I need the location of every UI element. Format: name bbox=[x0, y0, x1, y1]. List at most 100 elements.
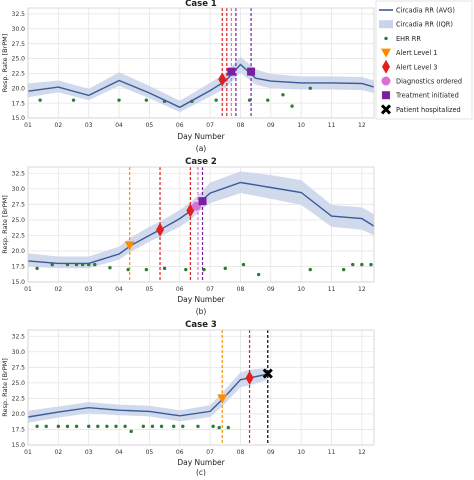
y-tick-label: 15.0 bbox=[12, 442, 26, 449]
plot-frame bbox=[27, 329, 375, 446]
x-axis-label: Day Number bbox=[177, 458, 225, 467]
x-tick-label: 11 bbox=[328, 286, 336, 293]
ehr-point bbox=[162, 266, 167, 271]
ehr-point bbox=[223, 266, 227, 271]
ehr-point bbox=[308, 86, 312, 90]
y-tick-label: 20.0 bbox=[12, 248, 26, 255]
panel-caption: (a) bbox=[196, 144, 207, 153]
ehr-point bbox=[38, 98, 42, 102]
ehr-point bbox=[241, 262, 246, 267]
y-tick-label: 32.5 bbox=[12, 170, 26, 177]
x-tick-label: 10 bbox=[297, 449, 305, 456]
ehr-point bbox=[171, 424, 176, 429]
x-tick-label: 09 bbox=[267, 449, 275, 456]
ehr-point bbox=[150, 424, 155, 429]
y-tick-label: 27.5 bbox=[12, 201, 26, 208]
ehr-point bbox=[44, 424, 48, 429]
ehr-point bbox=[266, 98, 270, 102]
chart-panel-2: 15.0 17.5 20.0 22.5 25.0 27.5 30.0 32.5 01 02 03 04… bbox=[1, 157, 375, 316]
ehr-point bbox=[35, 266, 39, 271]
ehr-point bbox=[50, 262, 54, 267]
legend-swatch-diagnostics bbox=[381, 76, 391, 86]
x-tick-label: 02 bbox=[55, 122, 63, 129]
chart-panel-3: 15.0 17.5 20.0 22.5 25.0 27.5 30.0 32.5 01 02 03 04… bbox=[1, 320, 375, 477]
y-axis-label: Resp. Rate [BrPM] bbox=[1, 358, 9, 417]
legend-label: Treatment initiated bbox=[395, 92, 459, 100]
ehr-point bbox=[105, 424, 109, 429]
ehr-point bbox=[65, 424, 70, 429]
legend-swatch-treatment bbox=[382, 91, 390, 100]
ehr-point bbox=[351, 262, 355, 267]
avg-line bbox=[27, 373, 268, 418]
legend: Circadia RR (AVG) Circadia RR (IQR) EHR RR… bbox=[375, 0, 473, 120]
y-tick-label: 17.5 bbox=[12, 100, 26, 107]
marker-alert1 bbox=[124, 241, 135, 251]
ehr-point bbox=[217, 425, 221, 430]
y-tick-label: 22.5 bbox=[12, 233, 26, 240]
y-tick-label: 20.0 bbox=[12, 411, 26, 418]
ehr-point bbox=[117, 98, 121, 102]
marker-hospitalized bbox=[262, 368, 273, 379]
y-tick-label: 27.5 bbox=[12, 41, 26, 48]
chart-title: Case 3 bbox=[185, 320, 217, 330]
y-tick-label: 32.5 bbox=[12, 11, 26, 18]
ehr-point bbox=[184, 267, 188, 272]
y-tick-label: 32.5 bbox=[12, 333, 26, 340]
ehr-point bbox=[226, 425, 231, 430]
x-tick-label: 07 bbox=[206, 449, 214, 456]
ehr-point bbox=[211, 424, 215, 429]
ehr-point bbox=[141, 424, 146, 429]
legend-label: EHR RR bbox=[396, 35, 421, 43]
iqr-band bbox=[28, 367, 268, 423]
x-tick-label: 03 bbox=[85, 449, 93, 456]
x-tick-label: 08 bbox=[237, 122, 245, 129]
legend-label: Alert Level 3 bbox=[396, 63, 438, 71]
panel-caption: (c) bbox=[196, 468, 206, 476]
x-tick-label: 06 bbox=[176, 122, 184, 129]
ehr-point bbox=[308, 267, 312, 272]
x-tick-label: 12 bbox=[358, 122, 366, 129]
x-tick-label: 08 bbox=[237, 449, 245, 456]
ehr-point bbox=[144, 267, 149, 272]
y-tick-label: 20.0 bbox=[12, 85, 26, 92]
x-tick-label: 01 bbox=[24, 449, 32, 456]
x-tick-label: 11 bbox=[328, 122, 336, 129]
x-tick-label: 07 bbox=[206, 286, 214, 293]
ehr-point bbox=[181, 424, 185, 429]
ehr-point bbox=[214, 98, 218, 102]
x-axis-label: Day Number bbox=[177, 132, 225, 141]
chart-panel-1: 15.0 17.5 20.0 22.5 25.0 27.5 30.0 32.5 01 02 03 04… bbox=[1, 0, 375, 153]
ehr-point bbox=[96, 424, 100, 429]
x-tick-label: 12 bbox=[358, 449, 366, 456]
marker-treatment bbox=[198, 197, 207, 206]
legend-label: Circadia RR (IQR) bbox=[396, 21, 453, 29]
ehr-point bbox=[126, 267, 130, 272]
x-tick-label: 05 bbox=[146, 286, 154, 293]
legend-box bbox=[375, 0, 473, 120]
x-tick-label: 05 bbox=[146, 122, 154, 129]
chart-title: Case 1 bbox=[185, 0, 217, 9]
x-tick-label: 04 bbox=[115, 449, 123, 456]
ehr-point bbox=[71, 98, 76, 102]
ehr-point bbox=[93, 262, 97, 267]
x-tick-label: 02 bbox=[55, 449, 63, 456]
plot-frame bbox=[27, 7, 375, 119]
ehr-point bbox=[108, 266, 112, 270]
x-axis-label: Day Number bbox=[177, 295, 225, 304]
x-tick-label: 12 bbox=[358, 286, 366, 293]
ehr-point bbox=[202, 267, 206, 272]
ehr-point bbox=[114, 424, 118, 429]
x-tick-label: 03 bbox=[85, 286, 93, 293]
legend-swatch-alert1 bbox=[381, 48, 391, 58]
ehr-point bbox=[196, 424, 200, 429]
ehr-point bbox=[123, 424, 127, 429]
marker-treatment bbox=[227, 67, 236, 76]
x-tick-label: 06 bbox=[176, 286, 184, 293]
y-tick-label: 25.0 bbox=[12, 217, 26, 224]
ehr-point bbox=[74, 424, 79, 429]
x-tick-label: 05 bbox=[146, 449, 154, 456]
y-tick-label: 30.0 bbox=[12, 349, 26, 356]
y-tick-label: 27.5 bbox=[12, 364, 26, 371]
plot-frame bbox=[27, 166, 375, 283]
